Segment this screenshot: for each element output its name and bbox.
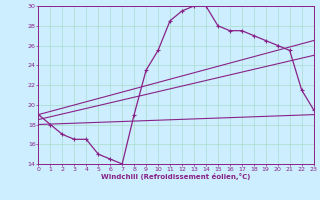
X-axis label: Windchill (Refroidissement éolien,°C): Windchill (Refroidissement éolien,°C) — [101, 173, 251, 180]
